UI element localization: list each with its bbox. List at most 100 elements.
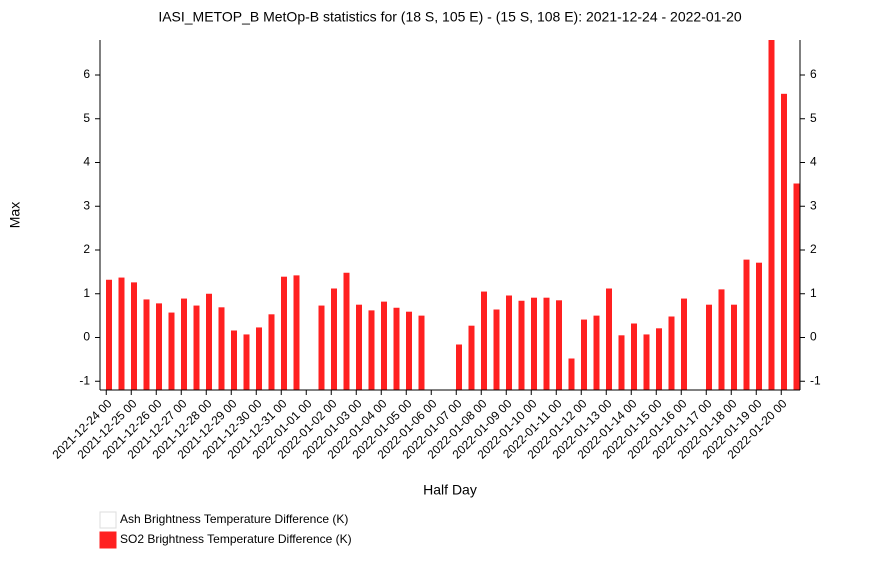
- legend-label: SO2 Brightness Temperature Difference (K…: [120, 532, 352, 546]
- y-tick-label-right: 0: [810, 330, 817, 344]
- bar: [212, 318, 219, 390]
- bar: [618, 335, 625, 390]
- bar: [275, 307, 281, 390]
- bar: [500, 329, 506, 390]
- bar: [493, 309, 500, 390]
- bar: [281, 276, 287, 390]
- bar: [118, 277, 125, 390]
- bar: [781, 93, 787, 390]
- y-tick-label-right: 5: [810, 111, 817, 125]
- bar: [243, 334, 250, 390]
- bar: [168, 312, 175, 390]
- bar: [593, 315, 600, 390]
- bar: [131, 282, 137, 390]
- bar: [750, 309, 756, 390]
- bar: [700, 318, 706, 390]
- legend-label: Ash Brightness Temperature Difference (K…: [120, 512, 348, 526]
- bar: [531, 297, 537, 390]
- bar: [600, 301, 606, 390]
- bar: [681, 298, 687, 390]
- bar: [737, 284, 744, 390]
- bar: [775, 263, 781, 390]
- bar: [468, 325, 475, 390]
- bar: [631, 323, 637, 390]
- bar: [625, 324, 631, 390]
- y-tick-label: 5: [83, 111, 90, 125]
- bar: [506, 295, 512, 390]
- bar: [481, 291, 487, 390]
- y-tick-label-right: 3: [810, 198, 817, 212]
- bar: [537, 323, 544, 390]
- bar: [387, 312, 394, 390]
- bar: [768, 40, 775, 390]
- bar: [400, 324, 406, 390]
- y-tick-label: 2: [83, 242, 90, 256]
- bar: [556, 300, 562, 390]
- bar: [156, 303, 162, 390]
- bar: [725, 319, 731, 390]
- bar: [581, 319, 587, 390]
- bar: [456, 344, 462, 390]
- legend-swatch: [99, 531, 117, 549]
- bar: [675, 302, 681, 390]
- bar: [162, 336, 169, 390]
- bar: [393, 307, 400, 390]
- bar: [337, 315, 344, 390]
- bar: [231, 330, 237, 390]
- bar: [643, 334, 650, 390]
- bar: [743, 259, 750, 390]
- bar: [343, 272, 350, 390]
- chart-title: IASI_METOP_B MetOp-B statistics for (18 …: [158, 9, 742, 25]
- bar: [756, 262, 762, 390]
- bar: [268, 314, 275, 390]
- bar: [525, 324, 531, 390]
- bar: [325, 320, 331, 390]
- bar: [200, 305, 206, 390]
- y-tick-label: 1: [83, 286, 90, 300]
- bar: [193, 305, 200, 390]
- bar: [656, 328, 662, 390]
- bar: [418, 315, 425, 390]
- y-tick-label: 6: [83, 67, 90, 81]
- bar: [450, 333, 456, 390]
- bar: [362, 329, 369, 390]
- bar: [562, 335, 569, 390]
- bar: [406, 311, 412, 390]
- bar: [287, 324, 294, 390]
- bar: [175, 336, 181, 390]
- x-axis-label: Half Day: [423, 482, 477, 498]
- bar: [218, 307, 225, 390]
- bar: [318, 305, 325, 390]
- y-axis-label: Max: [7, 202, 23, 228]
- bar: [712, 307, 719, 390]
- bar: [637, 321, 644, 390]
- bar: [256, 327, 262, 390]
- bar: [381, 301, 387, 390]
- bar: [487, 321, 494, 390]
- bar: [106, 279, 112, 390]
- bar: [550, 312, 556, 390]
- bar: [181, 298, 187, 390]
- bar: [150, 319, 156, 390]
- bar: [350, 330, 356, 390]
- bar: [293, 275, 300, 390]
- bar: [793, 183, 800, 390]
- bar: [412, 328, 419, 390]
- bar: [112, 313, 119, 390]
- bar: [206, 293, 212, 390]
- y-tick-label-right: 6: [810, 67, 817, 81]
- bar: [706, 304, 712, 390]
- y-tick-label: 3: [83, 198, 90, 212]
- bar: [125, 307, 131, 390]
- bar: [225, 325, 231, 390]
- bar: [356, 304, 362, 390]
- legend-swatch: [99, 511, 117, 529]
- bar: [312, 311, 319, 390]
- bar: [100, 310, 106, 390]
- bar: [568, 358, 575, 390]
- bar: [462, 324, 469, 390]
- bar: [250, 322, 256, 390]
- bar: [512, 329, 519, 390]
